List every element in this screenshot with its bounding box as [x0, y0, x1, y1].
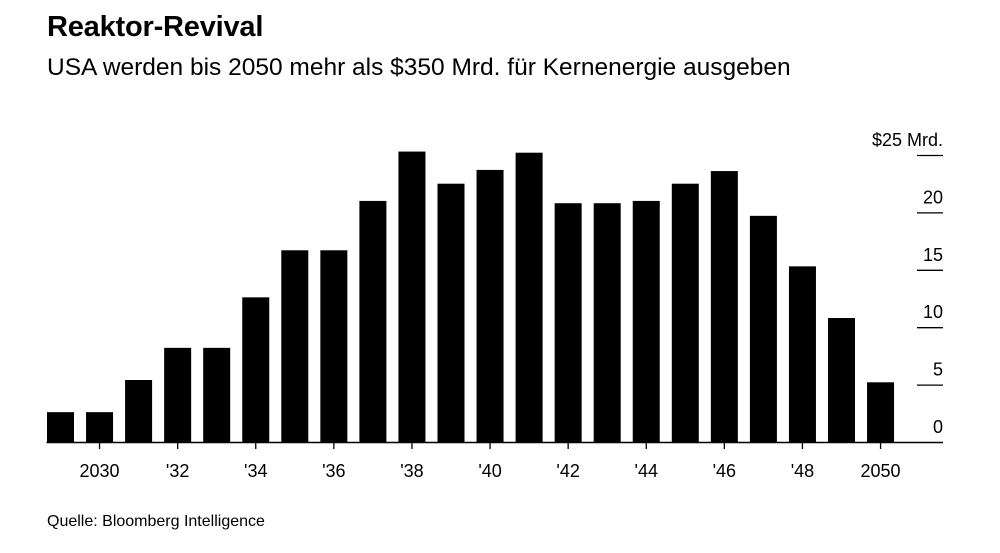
chart-title: Reaktor-Revival — [47, 11, 264, 43]
x-tick-label-2046: '46 — [713, 461, 736, 481]
x-tick-label-2044: '44 — [635, 461, 658, 481]
bar-2034 — [242, 297, 270, 442]
bar-2038 — [398, 151, 426, 442]
y-tick-label-15: 15 — [923, 245, 943, 265]
bar-2039 — [437, 183, 465, 442]
bar-2043 — [593, 203, 621, 442]
x-tick-label-2038: '38 — [400, 461, 423, 481]
bar-2037 — [359, 200, 387, 442]
bar-2050 — [867, 382, 895, 442]
y-tick-label-5: 5 — [933, 360, 943, 380]
y-tick-label-25: $25 Mrd. — [872, 130, 943, 150]
bar-2036 — [320, 250, 348, 442]
bar-2031 — [125, 380, 153, 442]
x-axis-ticks: 2030 '32 '34 '36 '38 '40 '42 '44 '46 '48 2050 — [80, 442, 901, 481]
source-note: Quelle: Bloomberg Intelligence — [47, 513, 265, 530]
x-tick-label-2036: '36 — [322, 461, 345, 481]
bar-2035 — [281, 250, 309, 442]
bar-2030 — [86, 412, 114, 442]
bar-2029 — [47, 412, 74, 442]
y-tick-label-10: 10 — [923, 302, 943, 322]
x-tick-label-2048: '48 — [791, 461, 814, 481]
bar-2046 — [710, 171, 738, 442]
bar-2033 — [203, 347, 231, 442]
x-tick-label-2042: '42 — [556, 461, 579, 481]
x-tick-label-2034: '34 — [244, 461, 267, 481]
x-tick-label-2050: 2050 — [861, 461, 901, 481]
bar-2048 — [788, 266, 816, 442]
bar-series — [47, 151, 895, 443]
y-tick-label-0: 0 — [933, 417, 943, 437]
bar-2041 — [515, 152, 543, 442]
chart-subtitle: USA werden bis 2050 mehr als $350 Mrd. f… — [47, 54, 791, 81]
x-tick-label-2032: '32 — [166, 461, 189, 481]
bar-2040 — [476, 169, 504, 443]
y-tick-label-20: 20 — [923, 187, 943, 207]
bar-2045 — [671, 183, 699, 442]
bar-2042 — [554, 203, 582, 442]
bar-2049 — [828, 318, 855, 442]
bar-2047 — [749, 215, 777, 442]
y-axis-ticks: $25 Mrd. 20 15 10 5 0 — [872, 130, 943, 437]
x-tick-label-2040: '40 — [478, 461, 501, 481]
x-tick-label-2030: 2030 — [80, 461, 120, 481]
bar-2032 — [164, 347, 192, 442]
bar-2044 — [632, 200, 660, 442]
